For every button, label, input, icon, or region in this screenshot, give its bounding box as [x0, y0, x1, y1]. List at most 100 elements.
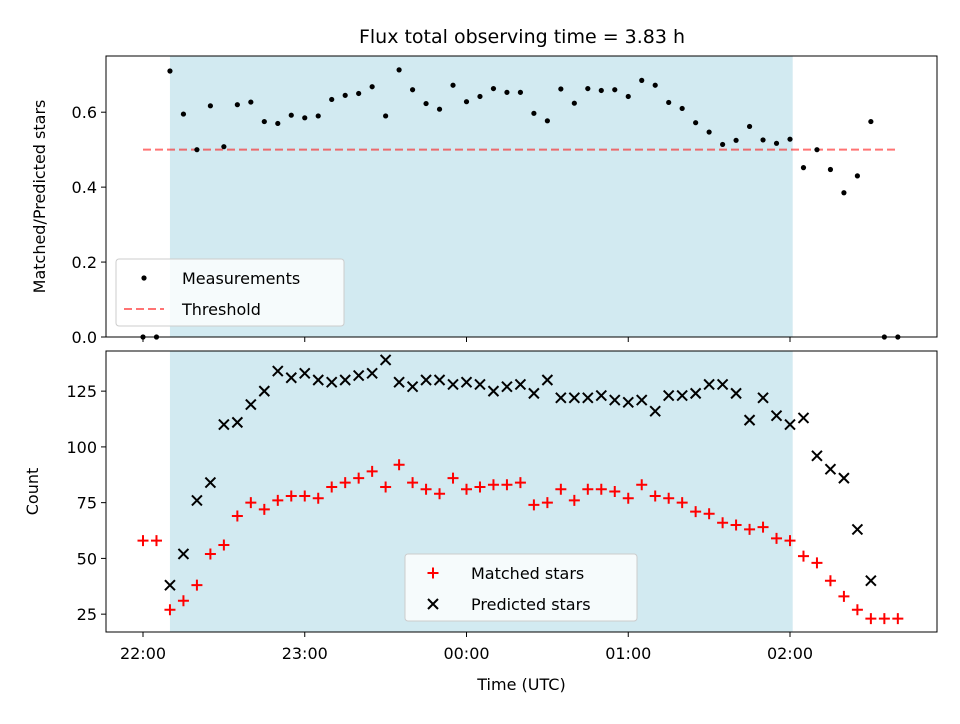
matched-star-point [461, 483, 472, 495]
matched-star-point [892, 613, 904, 625]
measurement-point [436, 106, 443, 112]
measurement-point [180, 111, 187, 117]
predicted-star-point [636, 394, 648, 406]
predicted-star-point [312, 374, 324, 386]
x-tick-label: 02:00 [767, 644, 813, 663]
measurement-point [746, 123, 753, 130]
measurement-point [423, 100, 429, 107]
x-tick-label: 00:00 [443, 644, 489, 663]
matched-star-point [164, 604, 176, 616]
predicted-star-point [676, 389, 688, 402]
predicted-star-point [716, 378, 729, 391]
predicted-star-point [689, 387, 702, 400]
matched-star-point [218, 539, 230, 551]
measurement-point [248, 99, 254, 105]
predicted-star-point [528, 387, 540, 400]
y-axis-label: Count [23, 468, 42, 516]
matched-star-point [326, 481, 338, 493]
matched-star-point [474, 481, 486, 493]
matched-star-point [824, 575, 836, 587]
matched-star-point [757, 521, 769, 533]
predicted-star-point [703, 378, 715, 391]
predicted-star-point [649, 405, 661, 417]
measurement-point [760, 137, 766, 143]
matched-star-point [771, 532, 783, 544]
x-tick-label: 23:00 [282, 644, 328, 663]
matched-star-point [177, 595, 189, 607]
measurement-point [693, 120, 699, 126]
axes-frame [105, 350, 938, 633]
predicted-star-point [272, 365, 284, 377]
matched-star-point [285, 490, 297, 502]
predicted-star-point [541, 374, 554, 386]
measurement-point [167, 68, 173, 74]
measurement-point [302, 115, 308, 121]
y-tick-label: 25 [77, 605, 97, 624]
legend-box [404, 553, 638, 622]
measurement-point [517, 89, 524, 95]
measurement-point [329, 96, 335, 103]
predicted-star-point [865, 574, 877, 587]
predicted-star-point [326, 376, 338, 388]
matched-star-point [353, 472, 365, 484]
matched-star-point [434, 488, 446, 500]
predicted-star-point [838, 472, 850, 484]
measurement-point [544, 118, 550, 124]
matched-star-point [622, 492, 634, 504]
matched-star-point [299, 490, 311, 502]
predicted-star-point [743, 414, 756, 426]
axes-frame [105, 55, 938, 338]
predicted-star-point [231, 416, 244, 429]
measurement-point [854, 173, 860, 179]
matched-star-point [582, 483, 594, 495]
predicted-star-point [164, 579, 176, 591]
predicted-star-point [555, 392, 567, 404]
y-tick-label: 0.6 [72, 103, 97, 122]
y-tick-label: 50 [77, 549, 97, 568]
predicted-star-point [811, 450, 823, 462]
matched-star-point [595, 483, 607, 495]
measurement-point [194, 147, 200, 153]
measurement-point [787, 136, 793, 142]
matched-star-point [487, 479, 499, 491]
y-tick-label: 0.2 [72, 253, 97, 272]
predicted-star-point [757, 392, 769, 404]
measurement-point [612, 87, 618, 93]
matched-star-point [744, 523, 756, 535]
measurement-point [477, 93, 483, 100]
predicted-star-point [460, 376, 473, 388]
matched-star-point [312, 492, 324, 504]
y-tick-label: 0.4 [72, 178, 97, 197]
measurement-point [625, 93, 631, 100]
matched-star-point [231, 510, 243, 522]
measurement-point [450, 82, 456, 88]
measurement-point [652, 82, 658, 88]
predicted-star-point [784, 418, 796, 431]
measurement-point [504, 89, 510, 95]
predicted-star-point [797, 412, 810, 424]
measurement-point [733, 137, 739, 143]
matched-star-point [366, 465, 378, 477]
legend-label: Measurements [182, 269, 300, 288]
predicted-star-point [474, 378, 486, 391]
measurement-point [706, 129, 712, 135]
measurement-point [531, 110, 537, 116]
predicted-star-point [824, 463, 837, 475]
predicted-star-point [379, 354, 392, 366]
predicted-star-point [622, 396, 634, 409]
predicted-star-point [204, 476, 217, 489]
x-tick-label: 01:00 [605, 644, 651, 663]
matched-star-point [514, 477, 526, 489]
predicted-star-point [285, 372, 297, 384]
measurement-point [221, 144, 227, 150]
legend-label: Predicted stars [471, 595, 591, 614]
matched-star-point [191, 579, 203, 591]
measurement-point [827, 166, 834, 173]
matched-star-point [636, 479, 648, 491]
x-axis-label: Time (UTC) [476, 675, 565, 694]
predicted-star-point [514, 378, 527, 391]
predicted-star-point [191, 494, 203, 507]
matched-star-point [204, 548, 216, 560]
matched-star-point [501, 479, 513, 491]
